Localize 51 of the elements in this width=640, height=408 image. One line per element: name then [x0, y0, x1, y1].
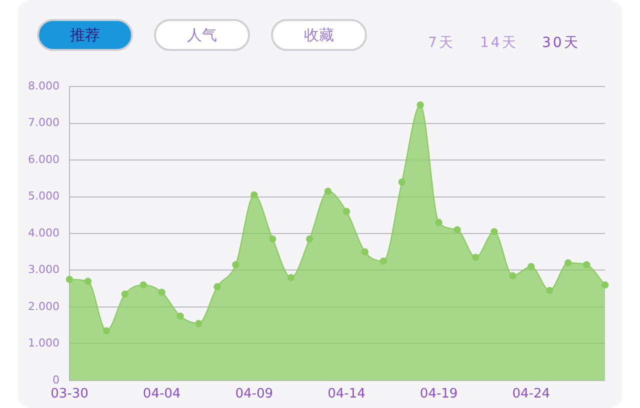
point — [214, 283, 221, 290]
x-tick-label: 04-14 — [328, 386, 366, 402]
point — [601, 281, 609, 289]
point — [435, 218, 442, 226]
point — [416, 101, 424, 109]
point — [490, 228, 498, 236]
point — [564, 259, 572, 266]
y-tick-label: 2.000 — [28, 300, 60, 313]
point — [509, 272, 516, 280]
point — [102, 327, 110, 334]
y-tick-label: 8.000 — [28, 79, 60, 92]
y-tick-label: 0 — [52, 373, 60, 386]
point — [472, 254, 480, 261]
y-tick-label: 6.000 — [28, 152, 60, 166]
point — [269, 235, 276, 243]
text: 14天 — [480, 34, 518, 52]
point — [582, 261, 590, 268]
point — [342, 208, 350, 216]
y-tick-label: 7.000 — [28, 116, 60, 130]
point — [84, 278, 92, 285]
x-tick-label: 04-09 — [235, 386, 274, 402]
x-tick-label: 04-19 — [420, 386, 458, 402]
text: 推荐 — [37, 19, 133, 51]
text: 7天 — [428, 34, 455, 52]
point — [546, 286, 554, 294]
point — [140, 281, 147, 289]
point — [361, 248, 369, 256]
point — [121, 290, 128, 298]
point — [176, 312, 184, 320]
y-tick-label: 1.000 — [28, 336, 60, 350]
point — [398, 178, 406, 186]
point — [158, 288, 166, 296]
y-tick-label: 5.000 — [28, 190, 60, 203]
point — [380, 257, 388, 265]
point — [195, 320, 202, 328]
text: 收藏 — [271, 19, 367, 51]
point — [528, 262, 535, 270]
x-tick-label: 04-24 — [512, 386, 550, 402]
x-tick-label: 04-04 — [142, 386, 181, 402]
text: 30天 — [542, 34, 580, 52]
point — [306, 235, 314, 243]
point — [287, 274, 295, 282]
point — [232, 261, 240, 268]
point — [324, 188, 332, 195]
point — [66, 276, 74, 284]
y-tick-label: 4.000 — [28, 226, 60, 240]
y-tick-label: 3.000 — [28, 263, 60, 276]
point — [454, 226, 461, 234]
text: 人气 — [154, 19, 250, 51]
x-tick-label: 03-30 — [50, 386, 88, 402]
point — [250, 191, 258, 199]
